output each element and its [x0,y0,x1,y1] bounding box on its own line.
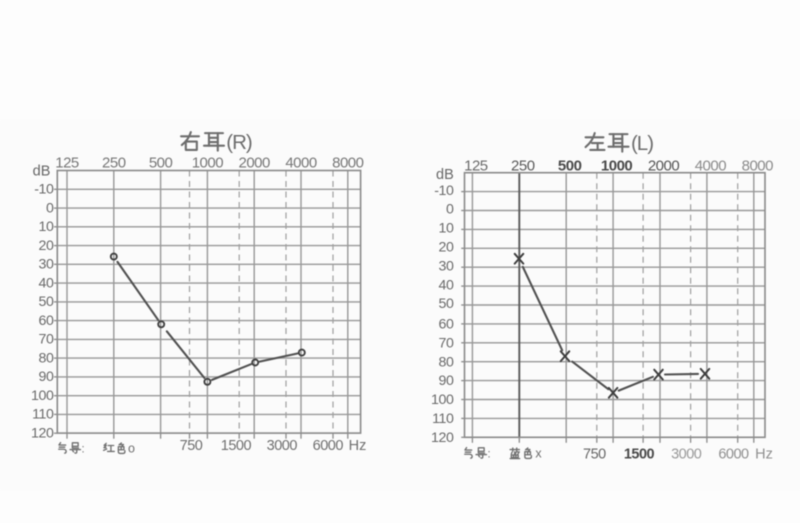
svg-text:2000: 2000 [648,158,680,175]
svg-text:70: 70 [439,335,454,351]
svg-text:120: 120 [431,430,454,446]
svg-text:Hz: Hz [349,438,367,454]
svg-text:50: 50 [39,294,54,310]
svg-text:500: 500 [149,155,173,172]
svg-text:80: 80 [439,354,454,370]
svg-text:80: 80 [39,350,54,366]
svg-text:500: 500 [558,158,582,175]
svg-text:0: 0 [446,202,454,218]
svg-text:120: 120 [31,425,54,441]
svg-text:110: 110 [32,407,54,423]
svg-text:-10: -10 [434,183,454,199]
svg-text:20: 20 [39,238,54,254]
svg-text:dB: dB [436,167,454,183]
svg-text:3000: 3000 [671,446,702,462]
svg-text:0: 0 [46,200,54,216]
svg-text:750: 750 [180,438,203,454]
svg-text:30: 30 [439,258,454,274]
svg-text:1500: 1500 [624,446,655,462]
svg-text:40: 40 [439,277,454,293]
svg-text:6000: 6000 [718,446,749,462]
svg-text:60: 60 [39,313,54,329]
svg-text:90: 90 [439,373,454,389]
svg-text:1000: 1000 [192,155,224,172]
svg-text:Hz: Hz [755,446,773,462]
svg-text:1000: 1000 [601,158,633,175]
svg-text:4000: 4000 [285,155,317,172]
svg-text:100: 100 [431,392,454,408]
svg-text:8000: 8000 [332,155,364,172]
svg-text:3000: 3000 [267,438,298,454]
svg-text:30: 30 [39,257,54,273]
svg-text:20: 20 [439,240,454,256]
svg-text:70: 70 [39,332,54,348]
svg-text:-10: -10 [34,182,54,198]
svg-text:250: 250 [511,158,535,175]
svg-text:750: 750 [583,446,606,462]
svg-text:8000: 8000 [742,158,774,175]
svg-text::: : [487,447,490,461]
svg-text:4000: 4000 [695,158,727,175]
svg-text:90: 90 [39,369,54,385]
svg-text:x: x [535,447,542,461]
svg-text:40: 40 [39,275,54,291]
svg-text:6000: 6000 [313,438,344,454]
svg-text:125: 125 [464,158,488,175]
svg-text:(L): (L) [631,132,653,155]
svg-text:60: 60 [439,317,454,333]
svg-text:110: 110 [432,411,454,427]
svg-text:1500: 1500 [221,438,252,454]
svg-text:dB: dB [33,164,51,180]
svg-text:50: 50 [439,296,454,312]
svg-text::: : [81,442,84,456]
svg-text:o: o [128,442,135,456]
svg-text:2000: 2000 [239,155,271,172]
svg-text:250: 250 [102,155,126,172]
svg-text:(R): (R) [226,131,252,154]
svg-text:125: 125 [55,155,79,172]
svg-text:10: 10 [39,219,54,235]
svg-text:10: 10 [439,221,454,237]
svg-text:100: 100 [31,388,54,404]
